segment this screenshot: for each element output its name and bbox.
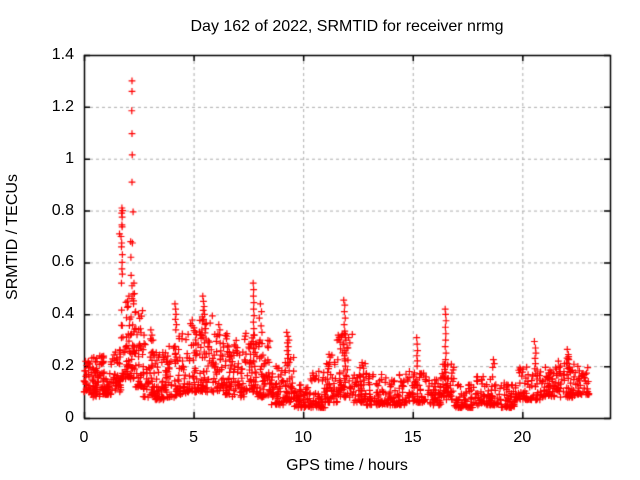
y-tick-label: 0.2 — [51, 357, 74, 375]
y-axis-label: SRMTID / TECUs — [4, 174, 21, 300]
x-tick-label: 15 — [403, 429, 422, 446]
y-tick-label: 1.2 — [51, 97, 74, 115]
y-tick-label: 0.4 — [51, 305, 74, 323]
x-tick-label: 0 — [79, 429, 89, 446]
chart-title: Day 162 of 2022, SRMTID for receiver nrm… — [190, 18, 504, 35]
y-tick-label: 0.6 — [51, 253, 74, 271]
x-axis-label: GPS time / hours — [286, 457, 408, 474]
y-tick-label: 0 — [65, 409, 74, 426]
y-tick-label: 1 — [65, 149, 74, 167]
y-tick-label: 1.4 — [51, 46, 74, 63]
y-tick-label: 0.8 — [51, 201, 74, 219]
x-tick-label: 10 — [294, 429, 313, 446]
x-tick-label: 5 — [189, 429, 199, 446]
x-tick-label: 20 — [513, 429, 532, 446]
